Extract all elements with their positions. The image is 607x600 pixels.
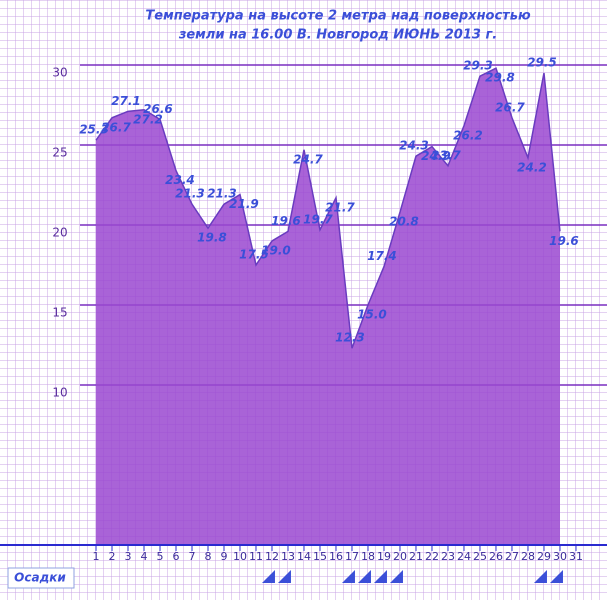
x-tick-label: 7 xyxy=(188,550,195,563)
value-label: 12.3 xyxy=(335,331,365,345)
value-label: 17.5 xyxy=(239,247,269,261)
x-tick-label: 23 xyxy=(441,550,455,563)
x-tick-label: 4 xyxy=(140,550,147,563)
x-tick-label: 25 xyxy=(473,550,487,563)
value-label: 24.3 xyxy=(399,139,429,153)
value-label: 15.0 xyxy=(357,307,387,321)
value-label: 24.7 xyxy=(293,152,323,166)
value-label: 27.1 xyxy=(111,94,141,108)
value-label: 23.4 xyxy=(165,173,195,187)
x-tick-label: 29 xyxy=(537,550,551,563)
y-tick-label: 15 xyxy=(52,305,67,319)
x-tick-label: 2 xyxy=(108,550,115,563)
x-tick-label: 27 xyxy=(505,550,519,563)
precip-mark xyxy=(389,570,403,583)
precip-mark xyxy=(373,570,387,583)
line xyxy=(95,67,561,349)
value-label: 26.7 xyxy=(101,120,131,134)
x-tick-label: 17 xyxy=(345,550,359,563)
x-tick-label: 22 xyxy=(425,550,439,563)
value-label: 21.3 xyxy=(175,187,205,201)
value-label: 27.2 xyxy=(133,112,163,126)
chart-title: Температура на высоте 2 метра над поверх… xyxy=(145,9,531,24)
precip-mark xyxy=(341,570,355,583)
y-tick-label: 20 xyxy=(52,225,67,239)
value-label: 24.2 xyxy=(517,160,547,174)
x-tick-label: 13 xyxy=(281,550,295,563)
x-tick-label: 16 xyxy=(329,550,343,563)
x-tick-label: 8 xyxy=(204,550,211,563)
x-tick-label: 20 xyxy=(393,550,407,563)
value-label: 19.6 xyxy=(549,234,579,248)
chart-subtitle: земли на 16.00 В. Новгород ИЮНЬ 2013 г. xyxy=(178,28,497,43)
x-tick-label: 1 xyxy=(92,550,99,563)
value-label: 21.9 xyxy=(229,197,259,211)
value-label: 19.8 xyxy=(197,231,227,245)
x-tick-label: 28 xyxy=(521,550,535,563)
x-tick-label: 26 xyxy=(489,550,503,563)
x-tick-label: 31 xyxy=(569,550,583,563)
precip-label: Осадки xyxy=(14,571,66,585)
value-label: 29.5 xyxy=(527,55,557,69)
value-label: 29.3 xyxy=(463,59,493,73)
y-tick-label: 25 xyxy=(52,145,67,159)
value-label: 20.8 xyxy=(389,215,419,229)
area xyxy=(95,68,560,545)
value-label: 21.3 xyxy=(207,187,237,201)
value-label: 26.7 xyxy=(495,100,525,114)
precip-mark xyxy=(277,570,291,583)
value-label: 19.6 xyxy=(271,214,301,228)
x-tick-label: 19 xyxy=(377,550,391,563)
x-tick-label: 24 xyxy=(457,550,471,563)
x-tick-label: 5 xyxy=(156,550,163,563)
x-tick-label: 14 xyxy=(297,550,311,563)
x-tick-label: 30 xyxy=(553,550,567,563)
y-tick-label: 10 xyxy=(52,385,67,399)
x-tick-label: 15 xyxy=(313,550,327,563)
value-label: 26.2 xyxy=(453,128,483,142)
value-label: 23.7 xyxy=(431,148,461,162)
x-tick-label: 10 xyxy=(233,550,247,563)
value-label: 29.8 xyxy=(485,71,515,85)
value-label: 17.4 xyxy=(367,249,397,263)
y-tick-label: 30 xyxy=(52,65,67,79)
x-tick-label: 9 xyxy=(220,550,227,563)
x-tick-label: 3 xyxy=(124,550,131,563)
x-tick-label: 18 xyxy=(361,550,375,563)
value-label: 19.7 xyxy=(303,212,333,226)
precip-mark xyxy=(533,570,547,583)
precip-mark xyxy=(549,570,563,583)
value-label: 24.9 xyxy=(421,149,451,163)
x-tick-label: 11 xyxy=(249,550,263,563)
x-tick-label: 6 xyxy=(172,550,179,563)
precip-box xyxy=(7,567,75,589)
value-label: 25.3 xyxy=(79,123,109,137)
precip-mark xyxy=(357,570,371,583)
value-label: 19.0 xyxy=(261,243,291,257)
value-label: 21.7 xyxy=(325,200,355,214)
x-tick-label: 12 xyxy=(265,550,279,563)
precip-mark xyxy=(261,570,275,583)
value-label: 26.6 xyxy=(143,102,173,116)
x-tick-label: 21 xyxy=(409,550,423,563)
